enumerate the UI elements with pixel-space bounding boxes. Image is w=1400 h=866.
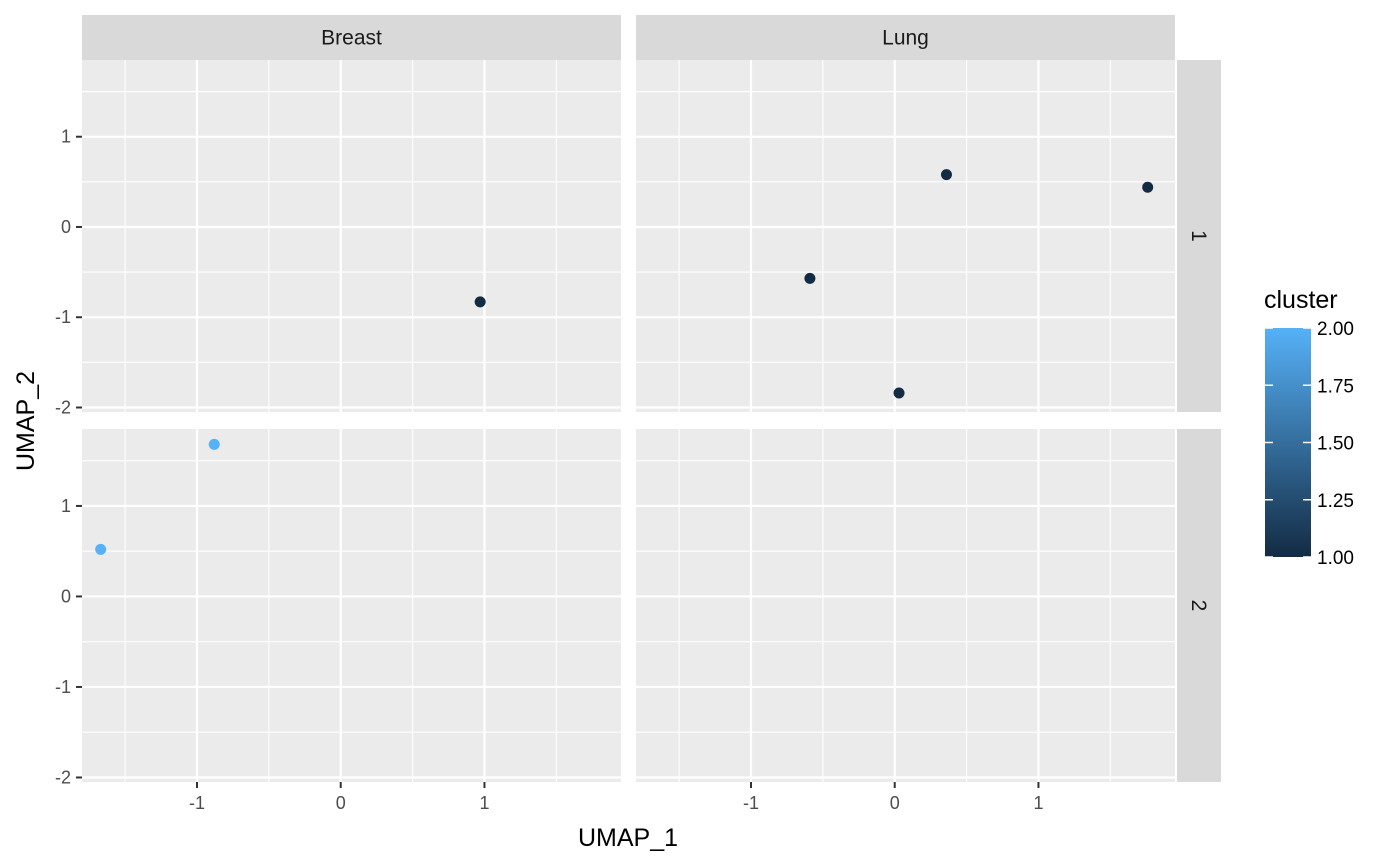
scatter-point <box>893 387 905 399</box>
legend-tick-label: 2.00 <box>1317 319 1354 340</box>
legend-tick-label: 1.50 <box>1317 434 1354 455</box>
x-tick-label: 0 <box>336 793 346 813</box>
scatter-point <box>95 543 107 555</box>
panel-background <box>636 429 1175 782</box>
x-tick-label: 1 <box>1033 793 1043 813</box>
facet-strip-row-2 <box>1177 429 1221 782</box>
legend-tick-label: 1.25 <box>1317 491 1354 512</box>
facet-panel-lung-2 <box>636 429 1175 782</box>
facet-strip-row-label: 2 <box>1187 600 1210 612</box>
scatter-point <box>804 272 816 284</box>
scatter-point <box>474 296 486 308</box>
x-tick-label: 1 <box>479 793 489 813</box>
scatter-point <box>940 169 952 181</box>
x-tick-label: 0 <box>890 793 900 813</box>
y-tick-label: -2 <box>55 397 71 417</box>
color-legend: cluster 1.00 1.25 1.50 1.75 2.00 <box>1264 286 1354 569</box>
facet-panel-breast-2 <box>82 429 621 782</box>
facet-strip-label: Lung <box>882 27 929 50</box>
y-tick-label: 1 <box>61 127 71 147</box>
y-tick-label: 1 <box>61 496 71 516</box>
legend-title: cluster <box>1264 286 1338 314</box>
facet-strip-row-label: 1 <box>1187 230 1210 242</box>
facet-strip-row-1 <box>1177 60 1221 412</box>
y-tick-label: 0 <box>61 586 71 606</box>
legend-tick-label: 1.75 <box>1317 376 1354 397</box>
panel-background <box>82 429 621 782</box>
facet-panel-breast-1 <box>82 60 621 412</box>
facet-strip-lung <box>636 15 1175 60</box>
facet-strips: Breast Lung 1 2 <box>82 15 1221 782</box>
scatter-point <box>1142 181 1154 193</box>
facet-panel-lung-1 <box>636 60 1175 412</box>
legend-tick-label: 1.00 <box>1317 548 1354 569</box>
scatter-point <box>208 438 220 450</box>
facet-strip-breast <box>82 15 621 60</box>
panel-background <box>82 60 621 412</box>
y-tick-label: -2 <box>55 767 71 787</box>
y-tick-label: -1 <box>55 307 71 327</box>
y-tick-label: -1 <box>55 677 71 697</box>
panel-background <box>636 60 1175 412</box>
axes: -2 -1 0 1 -2 -1 0 1 -1 0 1 -1 0 1 <box>55 127 1043 813</box>
x-tick-label: -1 <box>743 793 759 813</box>
scatter-points <box>95 169 1154 555</box>
y-tick-label: 0 <box>61 217 71 237</box>
x-tick-label: -1 <box>189 793 205 813</box>
facet-panels <box>82 60 1175 782</box>
x-axis-title: UMAP_1 <box>578 824 678 852</box>
y-axis-title: UMAP_2 <box>12 371 40 471</box>
facet-strip-label: Breast <box>321 27 382 50</box>
